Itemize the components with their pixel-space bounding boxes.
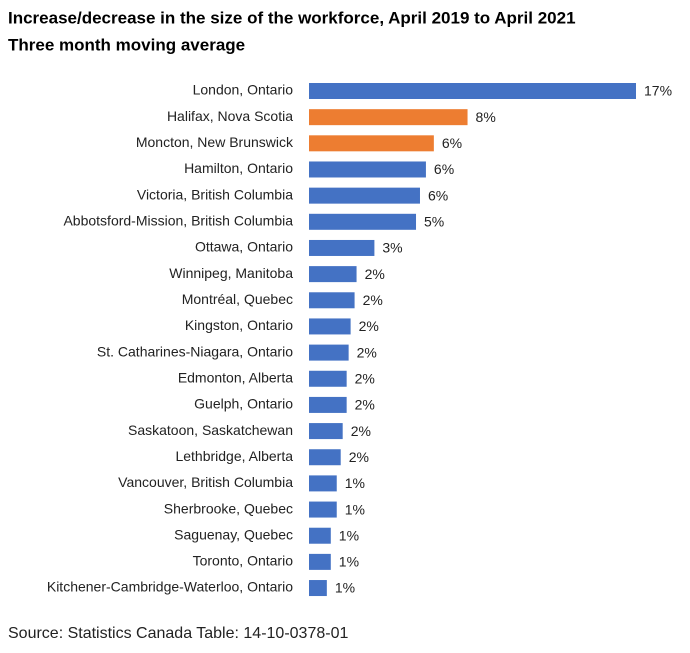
bar (309, 161, 426, 178)
category-label: Lethbridge, Alberta (175, 448, 293, 464)
category-label: Edmonton, Alberta (178, 369, 293, 385)
category-label: St. Catharines-Niagara, Ontario (97, 343, 293, 359)
bar (309, 292, 355, 309)
value-label: 1% (339, 554, 359, 570)
value-label: 2% (357, 344, 377, 360)
category-label: Kingston, Ontario (185, 317, 293, 333)
bar (309, 370, 347, 387)
bar (309, 187, 420, 204)
bar (309, 318, 351, 335)
value-label: 2% (355, 370, 375, 386)
bar (309, 109, 468, 126)
value-label: 8% (476, 109, 496, 125)
category-label: Guelph, Ontario (194, 396, 293, 412)
bar (309, 501, 337, 518)
category-label: Saguenay, Quebec (174, 526, 293, 542)
value-label: 2% (351, 423, 371, 439)
chart-subtitle: Three month moving average (8, 35, 245, 54)
category-label: London, Ontario (193, 82, 294, 98)
value-label: 1% (335, 580, 355, 596)
bar (309, 213, 417, 230)
bar (309, 239, 375, 256)
bar (309, 135, 434, 152)
value-label: 1% (345, 475, 365, 491)
value-label: 5% (424, 214, 444, 230)
source: Source: Statistics Canada Table: 14-10-0… (8, 625, 348, 642)
value-label: 2% (359, 318, 379, 334)
value-label: 2% (355, 397, 375, 413)
value-label: 1% (339, 527, 359, 543)
value-label: 2% (365, 266, 385, 282)
bar (309, 449, 341, 466)
category-label: Saskatoon, Saskatchewan (128, 422, 293, 438)
category-label: Victoria, British Columbia (137, 186, 293, 202)
value-label: 2% (363, 292, 383, 308)
bar (309, 266, 357, 283)
category-label: Abbotsford-Mission, British Columbia (63, 213, 293, 229)
category-label: Moncton, New Brunswick (136, 134, 294, 150)
category-label: Halifax, Nova Scotia (167, 108, 293, 124)
value-label: 6% (428, 187, 448, 203)
category-label: Ottawa, Ontario (195, 239, 293, 255)
category-label: Winnipeg, Manitoba (169, 265, 293, 281)
value-label: 2% (349, 449, 369, 465)
value-label: 6% (442, 135, 462, 151)
bar (309, 396, 347, 413)
bar (309, 580, 327, 597)
category-label: Vancouver, British Columbia (118, 474, 293, 490)
bar (309, 527, 331, 544)
bar (309, 553, 331, 570)
category-label: Kitchener-Cambridge-Waterloo, Ontario (47, 579, 293, 595)
bar (309, 423, 343, 440)
category-label: Montréal, Quebec (182, 291, 293, 307)
value-label: 1% (345, 501, 365, 517)
value-label: 3% (382, 240, 402, 256)
value-label: 6% (434, 161, 454, 177)
category-label: Sherbrooke, Quebec (164, 500, 293, 516)
bar (309, 344, 349, 361)
value-label: 17% (644, 83, 672, 99)
category-label: Toronto, Ontario (193, 553, 294, 569)
bar (309, 475, 337, 492)
category-label: Hamilton, Ontario (184, 160, 293, 176)
bar (309, 83, 636, 99)
chart-title: Increase/decrease in the size of the wor… (8, 8, 576, 27)
